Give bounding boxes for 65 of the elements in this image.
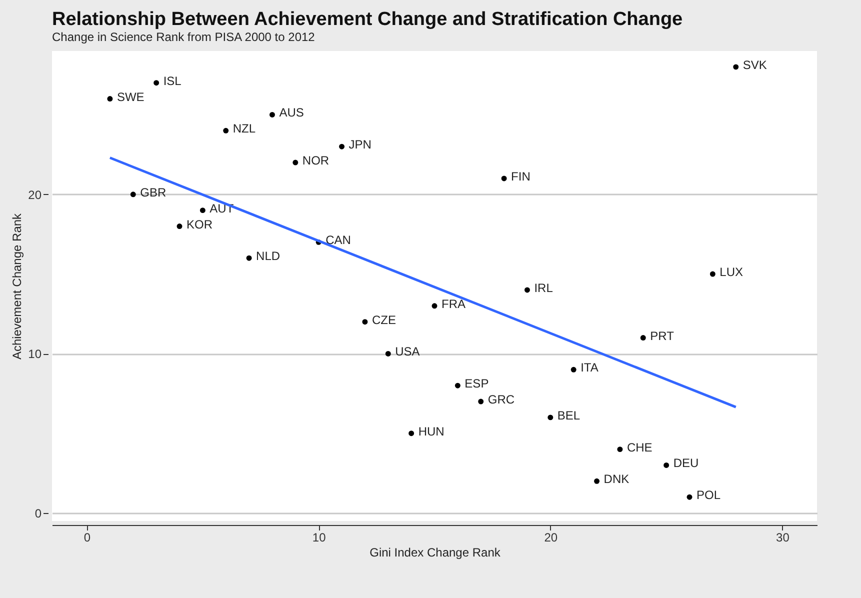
data-label: KOR [186, 217, 213, 232]
point [176, 224, 182, 229]
data-label: JPN [348, 138, 372, 152]
point [686, 494, 692, 500]
data-label: DNK [604, 472, 630, 486]
point [154, 80, 160, 86]
x-tick-label: 20 [544, 530, 558, 544]
point [454, 382, 460, 388]
point [107, 96, 113, 102]
x-tick-label: 30 [776, 530, 790, 544]
point [269, 112, 275, 118]
data-label: SWE [116, 90, 144, 104]
data-label: PRT [650, 328, 675, 343]
point [501, 176, 507, 182]
data-label: CZE [372, 312, 396, 327]
data-label: ISL [163, 74, 182, 88]
data-label: USA [395, 344, 420, 359]
data-label: AUS [279, 106, 304, 120]
point [570, 366, 576, 372]
chart-subtitle: Change in Science Rank from PISA 2000 to 2012 [52, 30, 316, 44]
y-tick-label: 20 [28, 188, 42, 202]
point [478, 398, 484, 404]
chart-title: Relationship Between Achievement Change and Stratification Change [52, 9, 683, 30]
point [130, 192, 136, 198]
point [548, 414, 554, 420]
data-label: ITA [580, 360, 598, 375]
point [408, 430, 414, 436]
data-label: IRL [534, 280, 554, 295]
data-label: POL [696, 488, 721, 502]
data-label: DEU [673, 456, 699, 470]
data-label: LUX [720, 265, 744, 280]
data-label: NLD [256, 249, 280, 264]
data-label: GRC [488, 392, 515, 407]
point [339, 144, 345, 150]
point [617, 446, 623, 452]
point [664, 462, 670, 468]
data-label: NOR [302, 154, 330, 168]
y-tick-label: 0 [34, 506, 42, 521]
data-label: SVK [742, 58, 767, 72]
point [524, 287, 530, 293]
y-axis-title: Achievement Change Rank [10, 212, 24, 360]
x-tick-label: 10 [312, 530, 326, 544]
point [200, 208, 206, 214]
point [432, 303, 438, 309]
point [640, 335, 646, 341]
data-label: CHE [626, 440, 652, 454]
point [733, 64, 739, 70]
data-label: FIN [511, 169, 530, 184]
data-label: CAN [326, 233, 351, 248]
point [362, 319, 368, 325]
data-label: FRA [442, 296, 466, 311]
point [246, 255, 252, 261]
x-axis-title: Gini Index Change Rank [370, 546, 502, 560]
point [710, 271, 716, 277]
point [223, 128, 229, 134]
data-label: ESP [464, 376, 489, 391]
point [594, 478, 600, 484]
point [292, 160, 298, 166]
point [385, 350, 391, 356]
x-tick-label: 0 [84, 530, 91, 544]
data-label: GBR [140, 185, 166, 200]
data-label: HUN [418, 424, 444, 438]
data-label: NZL [232, 122, 256, 136]
y-tick-label: 10 [28, 347, 42, 362]
data-label: BEL [557, 408, 580, 422]
